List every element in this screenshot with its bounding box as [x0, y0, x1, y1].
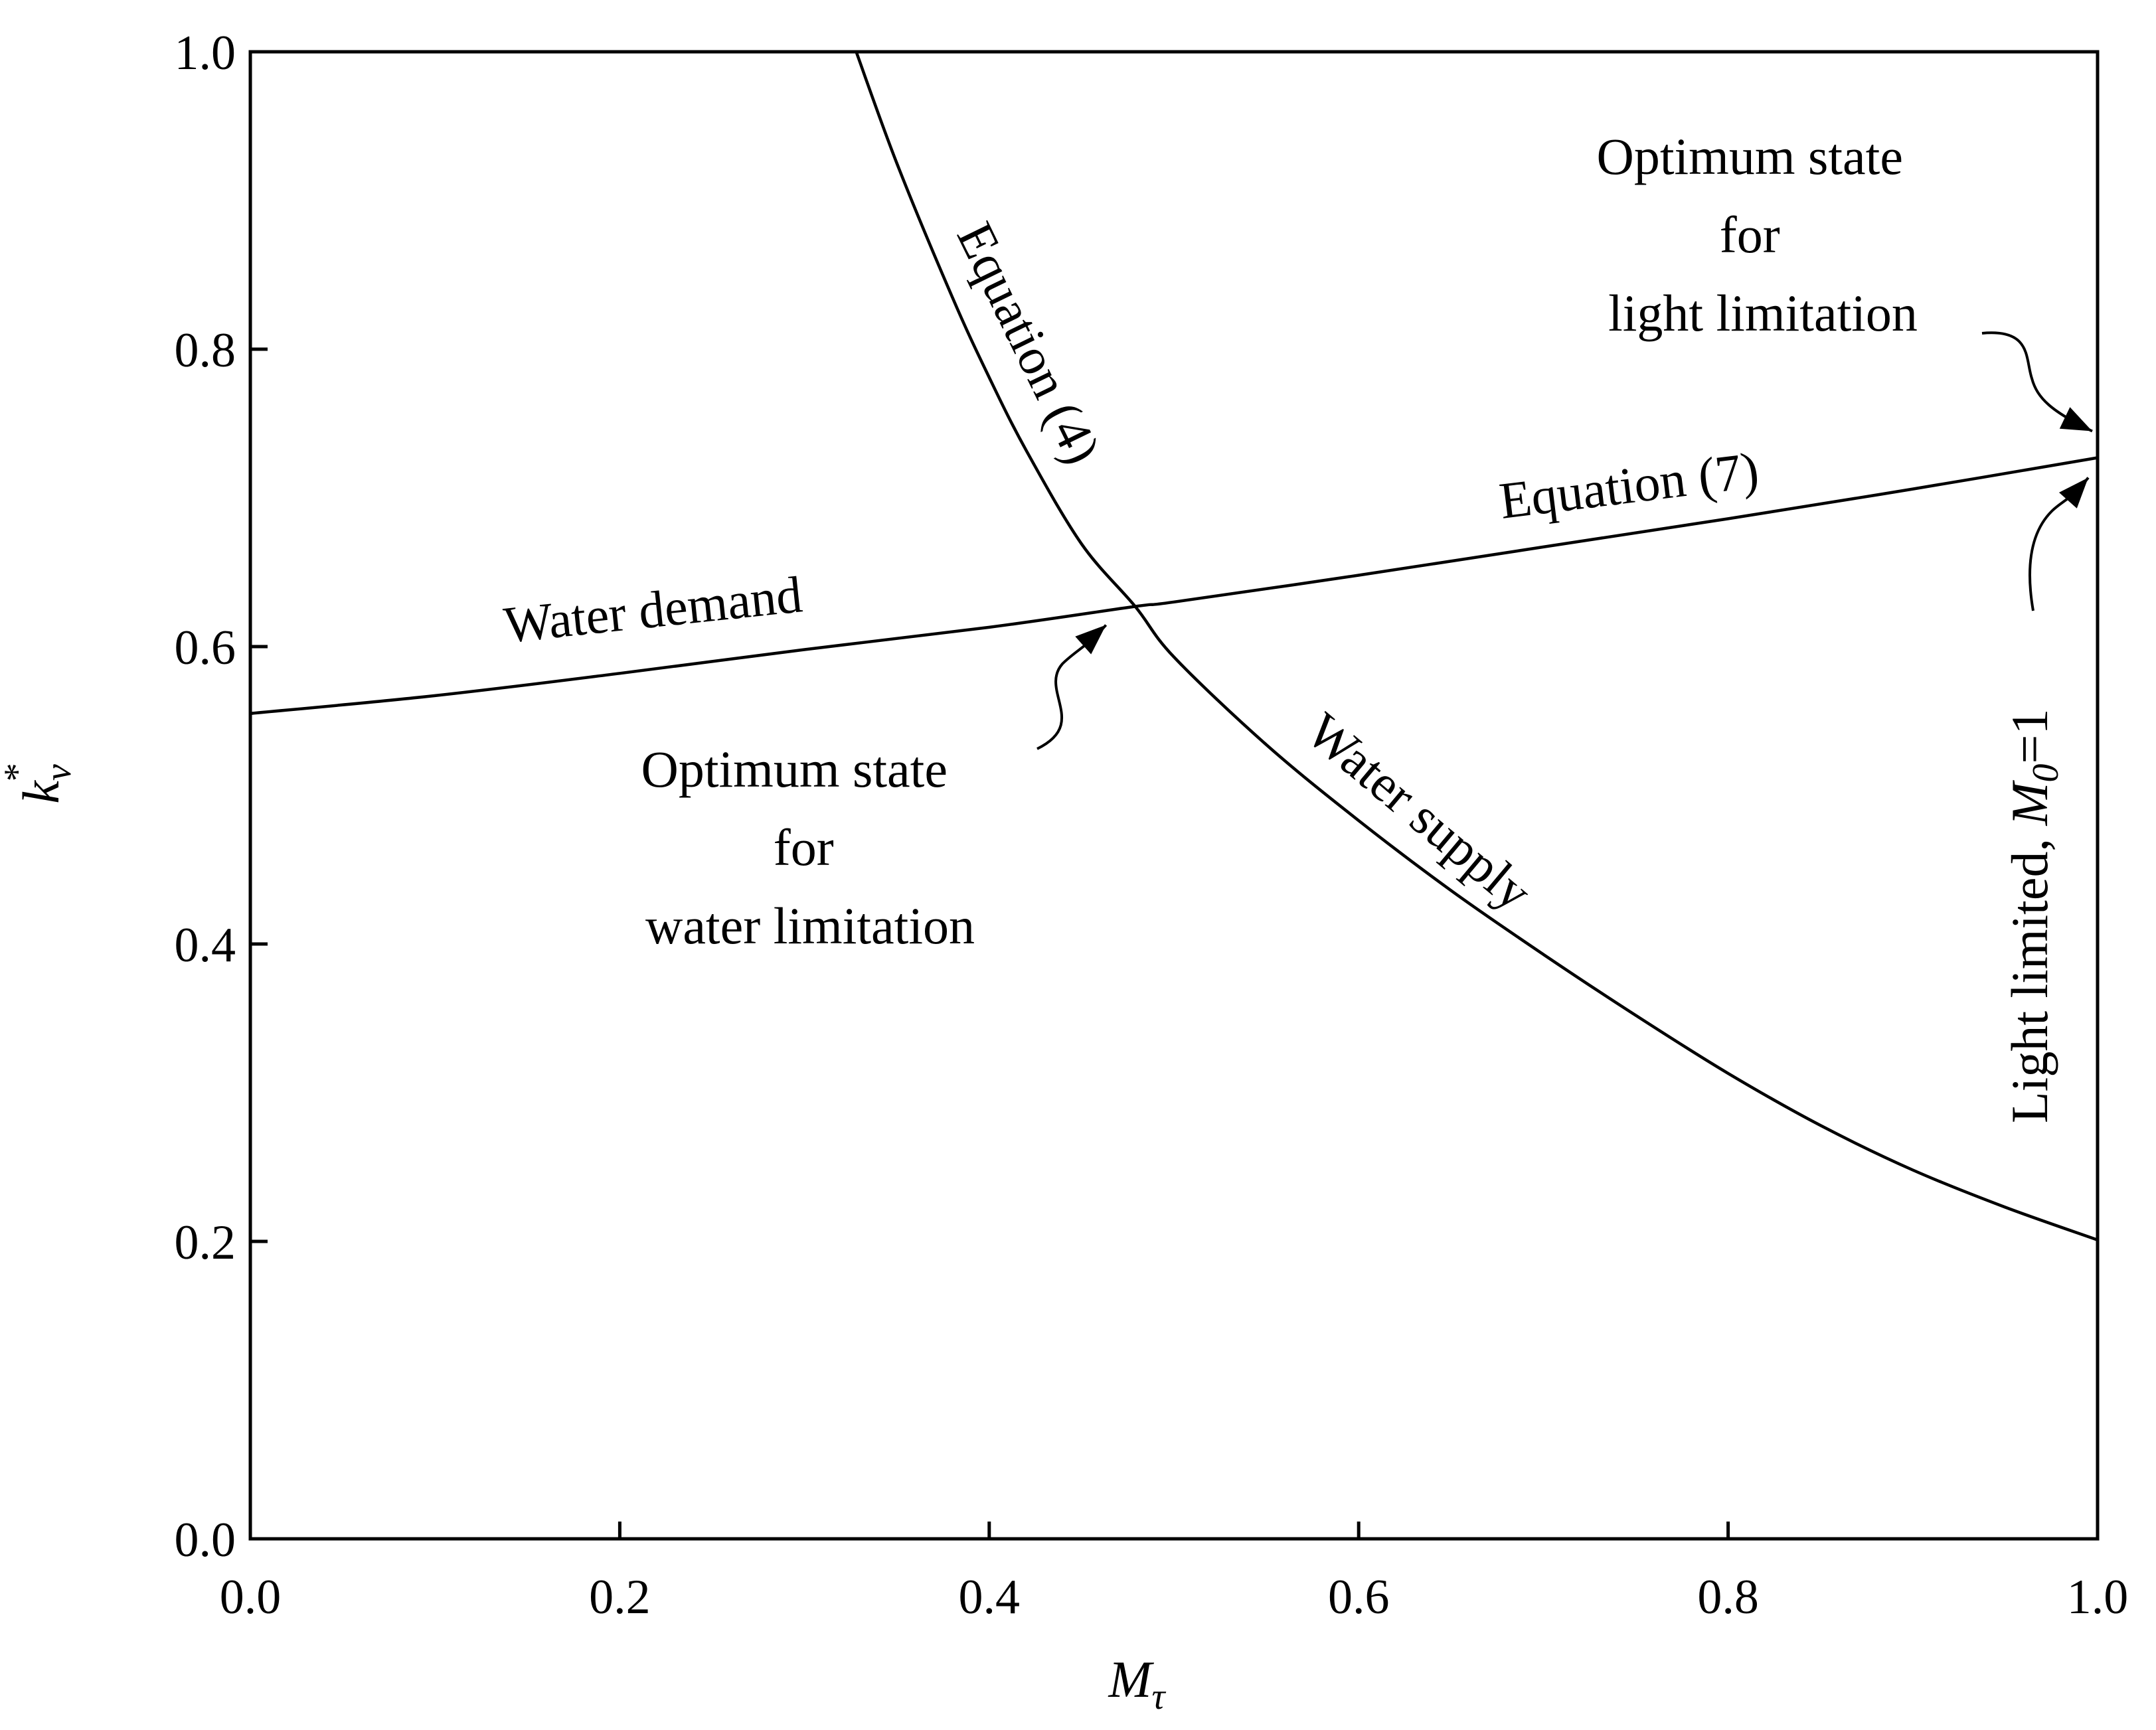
annotation-arrows	[1037, 331, 2093, 750]
optimum-light-line-2: for	[1720, 206, 1780, 264]
y-tick-label: 0.0	[175, 1513, 236, 1567]
light-optimum-arrowhead-side	[2059, 477, 2088, 509]
x-axis-label: Mτ	[1108, 1650, 1166, 1717]
y-tick-label: 0.6	[175, 621, 236, 675]
optimum-water-line-1: Optimum state	[641, 740, 948, 798]
water-supply-curve	[855, 51, 2098, 1241]
optimum-water-label: Optimum state for water limitation	[641, 740, 975, 955]
x-axis-ticks: 0.0 0.2 0.4 0.6 0.8 1.0	[220, 1522, 2129, 1624]
optimum-water-line-2: for	[774, 819, 834, 876]
optimum-light-line-1: Optimum state	[1597, 127, 1903, 185]
optimum-water-line-3: water limitation	[645, 897, 975, 955]
light-limited-label: Light limited, M0=1	[2001, 709, 2066, 1123]
x-tick-label: 0.8	[1697, 1570, 1759, 1624]
equation-4-label: Equation (4)	[946, 213, 1112, 473]
y-axis-ticks: 0.0 0.2 0.4 0.6 0.8 1.0	[175, 26, 268, 1567]
y-axis-label: kv*	[0, 763, 79, 803]
x-tick-label: 0.6	[1328, 1570, 1390, 1624]
water-supply-label: Water supply	[1296, 701, 1542, 921]
optimum-light-label: Optimum state for light limitation	[1597, 127, 1918, 342]
x-tick-label: 0.2	[589, 1570, 651, 1624]
plot-frame	[248, 50, 2100, 1541]
optimum-light-line-3: light limitation	[1608, 284, 1918, 342]
equation-7-label: Equation (7)	[1496, 441, 1762, 530]
series-group	[250, 51, 2098, 1241]
x-tick-label: 1.0	[2067, 1570, 2129, 1624]
x-tick-label: 0.4	[959, 1570, 1021, 1624]
light-optimum-arrow-top	[1981, 331, 2093, 433]
water-optimum-arrowhead	[1075, 625, 1106, 655]
y-tick-label: 1.0	[175, 26, 236, 80]
water-demand-curve	[250, 456, 2098, 716]
x-tick-label: 0.0	[220, 1570, 282, 1624]
y-tick-label: 0.4	[175, 918, 236, 973]
water-demand-label: Water demand	[501, 565, 805, 654]
light-optimum-arrowhead-top	[2059, 407, 2092, 432]
y-tick-label: 0.8	[175, 323, 236, 378]
y-tick-label: 0.2	[175, 1216, 236, 1270]
